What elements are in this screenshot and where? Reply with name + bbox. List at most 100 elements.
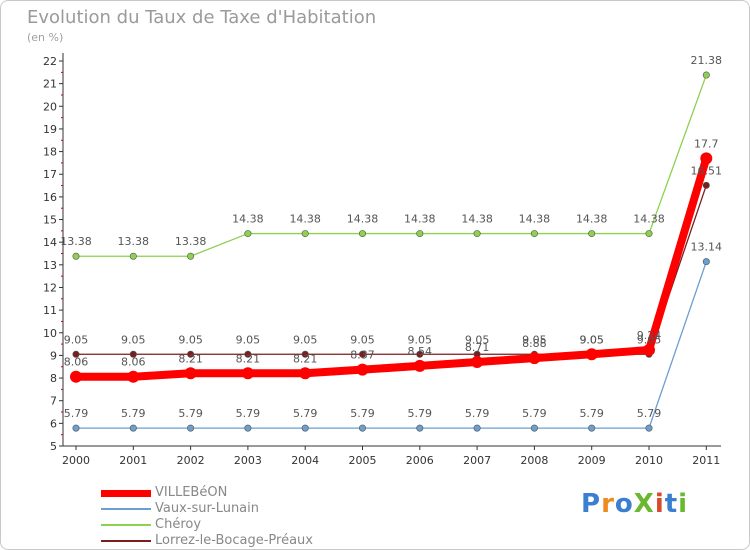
y-tick-label: 9 bbox=[50, 349, 57, 362]
data-label: 9.05 bbox=[64, 333, 89, 346]
y-tick-label: 19 bbox=[43, 123, 57, 136]
data-point bbox=[244, 350, 252, 358]
data-point bbox=[471, 355, 484, 368]
legend-label: Chéroy bbox=[155, 517, 202, 532]
data-point bbox=[70, 370, 82, 383]
data-label: 9.05 bbox=[637, 333, 662, 346]
data-label: 8.06 bbox=[121, 356, 146, 369]
x-tick-label: 2010 bbox=[635, 454, 663, 467]
data-label: 17.7 bbox=[694, 137, 719, 150]
data-label: 13.38 bbox=[175, 235, 207, 248]
data-label: 9.05 bbox=[178, 333, 203, 346]
y-tick-label: 12 bbox=[43, 281, 57, 294]
data-point bbox=[356, 363, 369, 376]
data-label: 5.79 bbox=[236, 407, 261, 420]
chart-subtitle: (en %) bbox=[27, 31, 64, 44]
data-point bbox=[413, 359, 426, 372]
data-label: 8.54 bbox=[408, 345, 433, 358]
data-point bbox=[301, 424, 309, 432]
data-point bbox=[187, 350, 195, 358]
x-tick-label: 2009 bbox=[578, 454, 606, 467]
y-tick-label: 16 bbox=[43, 191, 57, 204]
data-label: 9.24 bbox=[637, 329, 662, 342]
series-line-2 bbox=[75, 74, 707, 257]
data-label: 9.05 bbox=[579, 333, 604, 346]
data-label: 14.38 bbox=[232, 213, 264, 226]
y-tick-label: 21 bbox=[43, 78, 57, 91]
legend-swatch bbox=[101, 508, 151, 510]
data-point bbox=[530, 424, 538, 432]
data-label: 8.71 bbox=[465, 341, 490, 354]
y-tick-label: 15 bbox=[43, 214, 57, 227]
legend-swatch bbox=[101, 540, 151, 542]
data-point bbox=[358, 230, 366, 238]
data-label: 5.79 bbox=[64, 407, 89, 420]
data-label: 14.38 bbox=[404, 213, 436, 226]
series-line-1 bbox=[75, 261, 707, 429]
data-point bbox=[129, 252, 137, 260]
legend-swatch bbox=[101, 489, 151, 497]
data-label: 9.05 bbox=[465, 333, 490, 346]
y-tick-label: 13 bbox=[43, 259, 57, 272]
data-label: 14.38 bbox=[347, 213, 379, 226]
y-tick-label: 14 bbox=[43, 236, 57, 249]
data-label: 9.05 bbox=[121, 333, 146, 346]
y-tick-label: 5 bbox=[50, 440, 57, 453]
chart-title: Evolution du Taux de Taxe d'Habitation bbox=[27, 7, 377, 28]
data-point bbox=[72, 252, 80, 260]
series-line-3 bbox=[75, 184, 707, 355]
data-label: 14.38 bbox=[289, 213, 321, 226]
data-label: 5.79 bbox=[408, 407, 433, 420]
y-tick-label: 18 bbox=[43, 146, 57, 159]
data-point bbox=[72, 350, 80, 358]
data-point bbox=[702, 258, 710, 266]
data-label: 8.37 bbox=[350, 349, 375, 362]
data-point bbox=[358, 350, 366, 358]
data-label: 14.38 bbox=[576, 213, 608, 226]
data-point bbox=[184, 367, 197, 380]
data-point bbox=[129, 424, 137, 432]
data-label: 5.79 bbox=[579, 407, 604, 420]
data-label: 8.21 bbox=[178, 352, 203, 365]
data-label: 5.79 bbox=[350, 407, 375, 420]
legend-label: VILLEBéON bbox=[155, 485, 228, 500]
data-label: 9.05 bbox=[522, 333, 547, 346]
series-line-0 bbox=[72, 154, 711, 381]
y-tick-label: 6 bbox=[50, 417, 57, 430]
data-label: 5.79 bbox=[465, 407, 490, 420]
y-tick-label: 17 bbox=[43, 168, 57, 181]
data-point bbox=[416, 350, 424, 358]
data-label: 14.38 bbox=[633, 213, 665, 226]
data-label: 21.38 bbox=[691, 54, 723, 67]
x-tick-label: 2003 bbox=[234, 454, 262, 467]
data-point bbox=[530, 230, 538, 238]
data-point bbox=[301, 350, 309, 358]
data-label: 13.38 bbox=[118, 235, 150, 248]
data-point bbox=[702, 181, 710, 189]
data-point bbox=[301, 230, 309, 238]
data-point bbox=[129, 350, 137, 358]
data-label: 5.79 bbox=[178, 407, 203, 420]
x-tick-label: 2004 bbox=[291, 454, 319, 467]
data-label: 13.38 bbox=[60, 235, 92, 248]
data-label: 14.38 bbox=[519, 213, 551, 226]
y-tick-label: 11 bbox=[43, 304, 57, 317]
data-point bbox=[72, 424, 80, 432]
x-tick-label: 2011 bbox=[692, 454, 720, 467]
data-label: 9.05 bbox=[579, 333, 604, 346]
data-point bbox=[645, 230, 653, 238]
data-point bbox=[645, 424, 653, 432]
y-tick-label: 10 bbox=[43, 327, 57, 340]
data-label: 9.05 bbox=[350, 333, 375, 346]
legend-label: Vaux-sur-Lunain bbox=[155, 501, 259, 516]
data-point bbox=[588, 230, 596, 238]
data-label: 5.79 bbox=[121, 407, 146, 420]
data-point bbox=[702, 71, 710, 79]
y-tick-label: 8 bbox=[50, 372, 57, 385]
data-label: 5.79 bbox=[637, 407, 662, 420]
data-point bbox=[358, 424, 366, 432]
x-tick-label: 2006 bbox=[406, 454, 434, 467]
data-point bbox=[585, 348, 598, 361]
